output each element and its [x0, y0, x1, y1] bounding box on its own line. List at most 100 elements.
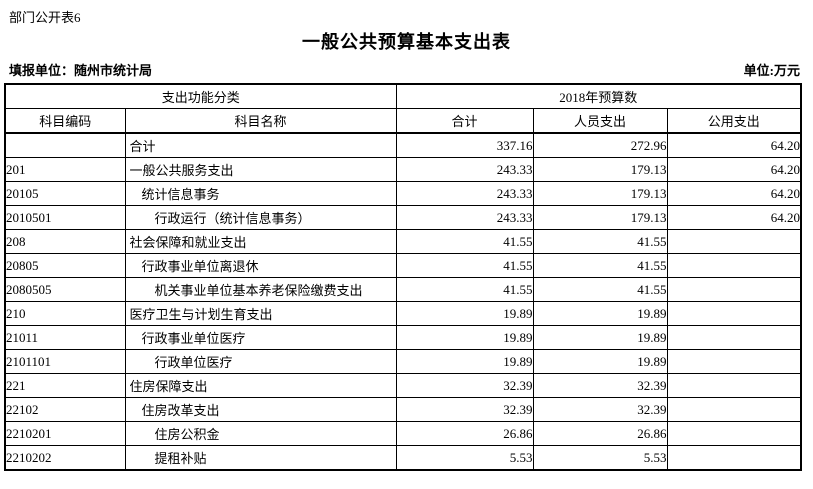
- cell-subject-name: 提租补贴: [124, 445, 397, 471]
- column-header-row: 科目编码 科目名称 合计 人员支出 公用支出: [4, 108, 802, 134]
- cell-public-expense: [666, 397, 802, 422]
- cell-personnel-expense: 32.39: [532, 373, 668, 398]
- cell-subject-code: [4, 132, 126, 158]
- budget-table: 支出功能分类 2018年预算数 科目编码 科目名称 合计 人员支出 公用支出 合…: [4, 83, 803, 471]
- cell-personnel-expense: 19.89: [532, 349, 668, 374]
- cell-public-expense: [666, 421, 802, 446]
- cell-personnel-expense: 272.96: [532, 132, 668, 158]
- table-row: 21011 行政事业单位医疗 19.89 19.89: [4, 325, 802, 350]
- cell-subject-code: 2210201: [4, 421, 126, 446]
- cell-subject-code: 208: [4, 229, 126, 254]
- cell-subject-code: 20805: [4, 253, 126, 278]
- reporting-unit-label: 填报单位：随州市统计局: [9, 63, 153, 78]
- cell-total: 243.33: [395, 181, 534, 206]
- cell-subject-name: 统计信息事务: [124, 181, 397, 206]
- cell-personnel-expense: 26.86: [532, 421, 668, 446]
- cell-total: 41.55: [395, 229, 534, 254]
- column-header-personnel: 人员支出: [532, 108, 668, 134]
- cell-subject-name: 合计: [124, 132, 397, 158]
- doc-label: 部门公开表6: [9, 10, 81, 25]
- cell-public-expense: [666, 229, 802, 254]
- cell-personnel-expense: 5.53: [532, 445, 668, 471]
- cell-subject-name: 医疗卫生与计划生育支出: [124, 301, 397, 326]
- cell-subject-name: 行政事业单位医疗: [124, 325, 397, 350]
- cell-public-expense: 64.20: [666, 132, 802, 158]
- column-header-total: 合计: [395, 108, 534, 134]
- group-header-function: 支出功能分类: [4, 83, 397, 109]
- cell-subject-name: 社会保障和就业支出: [124, 229, 397, 254]
- cell-subject-code: 2010501: [4, 205, 126, 230]
- cell-total: 41.55: [395, 277, 534, 302]
- cell-public-expense: [666, 301, 802, 326]
- cell-subject-name: 住房改革支出: [124, 397, 397, 422]
- table-row: 2101101 行政单位医疗 19.89 19.89: [4, 349, 802, 374]
- cell-public-expense: [666, 349, 802, 374]
- cell-public-expense: 64.20: [666, 181, 802, 206]
- column-header-code: 科目编码: [4, 108, 126, 134]
- cell-total: 243.33: [395, 157, 534, 182]
- table-row: 2080505 机关事业单位基本养老保险缴费支出 41.55 41.55: [4, 277, 802, 302]
- cell-total: 19.89: [395, 301, 534, 326]
- meta-row: 填报单位：随州市统计局 单位:万元: [9, 62, 800, 79]
- cell-public-expense: 64.20: [666, 205, 802, 230]
- cell-subject-code: 210: [4, 301, 126, 326]
- cell-subject-code: 20105: [4, 181, 126, 206]
- table-row: 201 一般公共服务支出 243.33 179.13 64.20: [4, 157, 802, 182]
- cell-subject-code: 201: [4, 157, 126, 182]
- column-header-name: 科目名称: [124, 108, 397, 134]
- cell-subject-code: 2080505: [4, 277, 126, 302]
- cell-total: 19.89: [395, 325, 534, 350]
- cell-subject-name: 行政单位医疗: [124, 349, 397, 374]
- cell-personnel-expense: 19.89: [532, 325, 668, 350]
- group-header-row: 支出功能分类 2018年预算数: [4, 83, 802, 109]
- table-row: 22102 住房改革支出 32.39 32.39: [4, 397, 802, 422]
- table-row: 20105 统计信息事务 243.33 179.13 64.20: [4, 181, 802, 206]
- cell-total: 337.16: [395, 132, 534, 158]
- cell-public-expense: [666, 445, 802, 471]
- table-row: 合计 337.16 272.96 64.20: [4, 132, 802, 158]
- cell-public-expense: 64.20: [666, 157, 802, 182]
- cell-subject-code: 221: [4, 373, 126, 398]
- cell-subject-code: 2210202: [4, 445, 126, 471]
- cell-total: 5.53: [395, 445, 534, 471]
- cell-subject-name: 机关事业单位基本养老保险缴费支出: [124, 277, 397, 302]
- cell-personnel-expense: 41.55: [532, 277, 668, 302]
- cell-personnel-expense: 19.89: [532, 301, 668, 326]
- cell-total: 32.39: [395, 397, 534, 422]
- page-title: 一般公共预算基本支出表: [302, 32, 511, 52]
- cell-public-expense: [666, 373, 802, 398]
- cell-subject-name: 住房公积金: [124, 421, 397, 446]
- unit-label: 单位:万元: [743, 63, 800, 78]
- cell-public-expense: [666, 325, 802, 350]
- cell-total: 26.86: [395, 421, 534, 446]
- table-row: 2210202 提租补贴 5.53 5.53: [4, 445, 802, 471]
- cell-subject-name: 行政事业单位离退休: [124, 253, 397, 278]
- cell-personnel-expense: 179.13: [532, 205, 668, 230]
- cell-public-expense: [666, 277, 802, 302]
- cell-personnel-expense: 41.55: [532, 253, 668, 278]
- cell-subject-name: 一般公共服务支出: [124, 157, 397, 182]
- cell-subject-code: 22102: [4, 397, 126, 422]
- cell-personnel-expense: 41.55: [532, 229, 668, 254]
- table-row: 2210201 住房公积金 26.86 26.86: [4, 421, 802, 446]
- cell-personnel-expense: 179.13: [532, 157, 668, 182]
- group-header-budget: 2018年预算数: [395, 83, 802, 109]
- table-row: 210 医疗卫生与计划生育支出 19.89 19.89: [4, 301, 802, 326]
- table-header: 支出功能分类 2018年预算数 科目编码 科目名称 合计 人员支出 公用支出: [4, 83, 802, 134]
- table-row: 2010501 行政运行（统计信息事务） 243.33 179.13 64.20: [4, 205, 802, 230]
- table-row: 221 住房保障支出 32.39 32.39: [4, 373, 802, 398]
- cell-total: 41.55: [395, 253, 534, 278]
- cell-subject-code: 21011: [4, 325, 126, 350]
- cell-public-expense: [666, 253, 802, 278]
- cell-subject-code: 2101101: [4, 349, 126, 374]
- table-body: 合计 337.16 272.96 64.20 201 一般公共服务支出 243.33 179.…: [4, 132, 802, 471]
- column-header-public: 公用支出: [666, 108, 802, 134]
- cell-total: 32.39: [395, 373, 534, 398]
- cell-total: 243.33: [395, 205, 534, 230]
- cell-personnel-expense: 32.39: [532, 397, 668, 422]
- cell-total: 19.89: [395, 349, 534, 374]
- table-row: 208 社会保障和就业支出 41.55 41.55: [4, 229, 802, 254]
- table-row: 20805 行政事业单位离退休 41.55 41.55: [4, 253, 802, 278]
- cell-subject-name: 住房保障支出: [124, 373, 397, 398]
